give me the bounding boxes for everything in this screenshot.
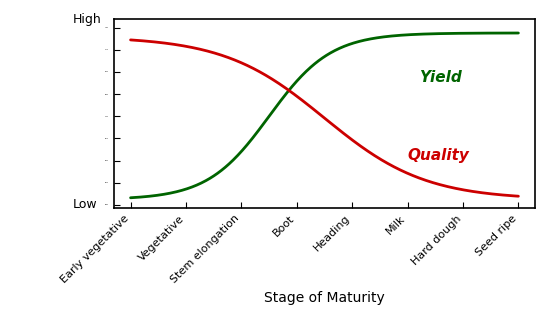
X-axis label: Stage of Maturity: Stage of Maturity <box>264 291 385 305</box>
Text: Quality: Quality <box>408 148 470 163</box>
Text: Low: Low <box>73 198 97 211</box>
Text: Yield: Yield <box>419 70 461 85</box>
Text: High: High <box>73 13 101 26</box>
